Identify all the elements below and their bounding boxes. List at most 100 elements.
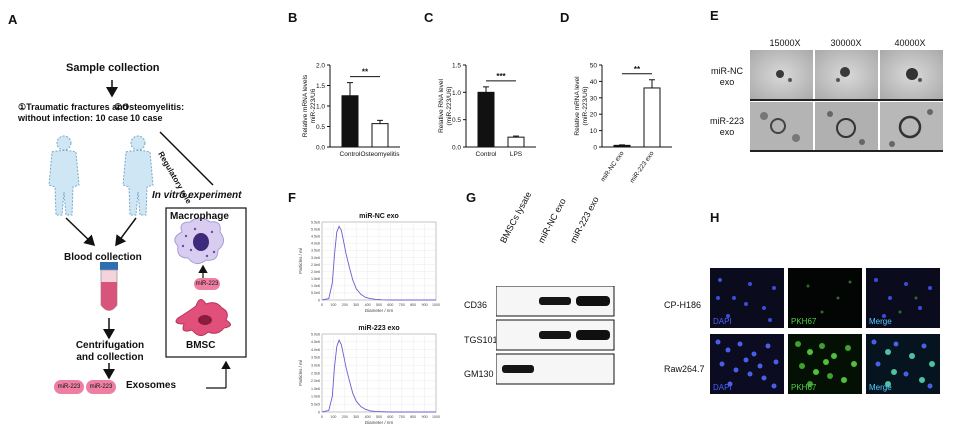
fluorescence-image-dapi: DAPI: [710, 268, 784, 328]
cell-line-label: CP-H186: [664, 300, 702, 310]
y-tick-label: 4.5e6: [311, 340, 320, 344]
protein-label: CD36: [464, 300, 488, 310]
magnification-label: 15000X: [769, 38, 801, 48]
bmsc-label: BMSC: [186, 340, 216, 351]
panel-label-d: D: [560, 10, 570, 25]
size-distribution-chart-nc: miR-NC exo 0 100 200 300 400 500 600 700 800 900 10…: [298, 213, 440, 313]
x-tick-label: 500: [376, 303, 382, 307]
x-tick-label: Osteomyelitis: [360, 151, 400, 158]
bar-treatment: [643, 87, 661, 148]
tem-row-label-line1: miR-223: [709, 116, 744, 126]
x-tick-label: 1000: [432, 415, 440, 419]
bar-control: [613, 144, 631, 148]
group2-line1: ②Osteomyelitis:: [114, 102, 185, 112]
tem-row-nc: [750, 50, 943, 101]
channel-label: DAPI: [713, 383, 732, 392]
blood-tube: [100, 262, 118, 311]
magnification-label: 30000X: [830, 38, 862, 48]
x-tick-label: LPS: [510, 151, 523, 158]
y-axis-label: Particles / ml: [298, 248, 303, 274]
exosome-badge: miR-223: [86, 380, 116, 394]
x-tick-label: miR-NC exo: [600, 150, 626, 183]
bmsc-cell: [175, 299, 231, 336]
panel-label-h: H: [710, 210, 720, 225]
y-tick-label: 5.0e6: [311, 227, 320, 231]
y-tick-label: 1.5: [452, 63, 461, 70]
channel-label: DAPI: [713, 317, 732, 326]
panel-label-f: F: [288, 190, 296, 205]
dapi-nuclei: [716, 278, 776, 322]
y-axis-label: Relative mRNA levelsmiR-223/U6: [302, 74, 317, 137]
significance-marker: ***: [496, 72, 506, 81]
lane-label: miR-223 exo: [568, 194, 601, 245]
x-tick-label: 900: [422, 303, 428, 307]
y-tick-label: 3.5e6: [311, 356, 320, 360]
bar-control: [341, 95, 359, 148]
y-axis-label: Particles / ml: [298, 360, 303, 386]
tem-row-label-line2: exo: [719, 77, 735, 87]
lane-label: BMSCs lysate: [498, 190, 534, 245]
tem-row-label: miR-NC exo: [704, 66, 750, 88]
significance-marker: **: [634, 65, 641, 74]
fluorescence-image-pkh67: PKH67: [788, 268, 862, 328]
fluorescence-image-merge: Merge: [866, 268, 940, 328]
significance-marker: **: [362, 68, 369, 77]
western-blot: [496, 286, 615, 385]
y-tick-label: 2.0: [316, 63, 325, 70]
lane-label: miR-NC exo: [536, 196, 568, 245]
tem-row-label-line2: exo: [719, 127, 735, 137]
group2-line2: 10 case: [130, 113, 163, 123]
macrophage-cell: [174, 217, 224, 264]
tem-row-223: [750, 102, 943, 152]
y-tick-label: 2.5e6: [311, 371, 320, 375]
y-tick-label: 4.5e6: [311, 234, 320, 238]
y-tick-label: 5.0e6: [311, 332, 320, 336]
y-tick-label: 20: [590, 112, 598, 119]
bar-treatment: [371, 123, 389, 148]
x-tick-label: 600: [387, 415, 393, 419]
size-distribution-chart-223: miR-223 exo 0 100 200 300 400 500 600 700 800 900 1…: [298, 325, 440, 425]
x-tick-label: 300: [353, 303, 359, 307]
y-tick-label: 0: [318, 410, 320, 414]
y-tick-label: 0.5: [316, 124, 325, 131]
x-tick-label: Control: [476, 151, 498, 158]
protein-label: GM130: [464, 369, 494, 379]
x-axis-label: Diameter / nm: [365, 308, 394, 313]
sample-collection-title: Sample collection: [66, 62, 160, 74]
x-tick-label: Control: [340, 151, 362, 158]
bar-chart-c: 0.0 0.5 1.0 1.5 Relative RNA level(miR-223/U…: [438, 63, 536, 158]
pkh67-signal: [795, 341, 857, 387]
channel-label: Merge: [869, 383, 892, 392]
x-tick-label: 900: [422, 415, 428, 419]
y-tick-label: 0.0: [452, 145, 461, 152]
x-tick-label: 800: [410, 303, 416, 307]
x-tick-label: 100: [330, 303, 336, 307]
y-tick-label: 0: [593, 145, 597, 152]
x-tick-label: 700: [399, 303, 405, 307]
y-tick-label: 3.0e6: [311, 364, 320, 368]
y-tick-label: 1.0: [316, 104, 325, 111]
y-tick-label: 1.5e6: [311, 277, 320, 281]
merge-signal: [871, 339, 935, 389]
y-tick-label: 4.0e6: [311, 242, 320, 246]
x-tick-label: 200: [342, 415, 348, 419]
y-tick-label: 3.0e6: [311, 256, 320, 260]
chart-title: miR-223 exo: [358, 325, 399, 332]
y-tick-label: 50: [590, 63, 598, 70]
group1-line2: without infection: 10 case: [18, 113, 129, 123]
panel-label-g: G: [466, 190, 477, 205]
in-vitro-title: In vitro experiment: [152, 190, 242, 201]
in-vitro-box: [165, 207, 247, 358]
x-tick-label: 0: [321, 303, 323, 307]
x-tick-label: 300: [353, 415, 359, 419]
y-tick-label: 0.0: [316, 145, 325, 152]
y-tick-label: 40: [590, 79, 598, 86]
panel-label-c: C: [424, 10, 434, 25]
y-tick-label: 1.0e6: [311, 284, 320, 288]
mir223-badge: miR-223: [194, 278, 220, 290]
tem-image-grid: [750, 50, 943, 152]
protein-label: TGS101: [464, 335, 498, 345]
size-distribution-line: [321, 225, 436, 301]
workflow-diagram: [48, 80, 247, 389]
y-tick-label: 3.5e6: [311, 249, 320, 253]
